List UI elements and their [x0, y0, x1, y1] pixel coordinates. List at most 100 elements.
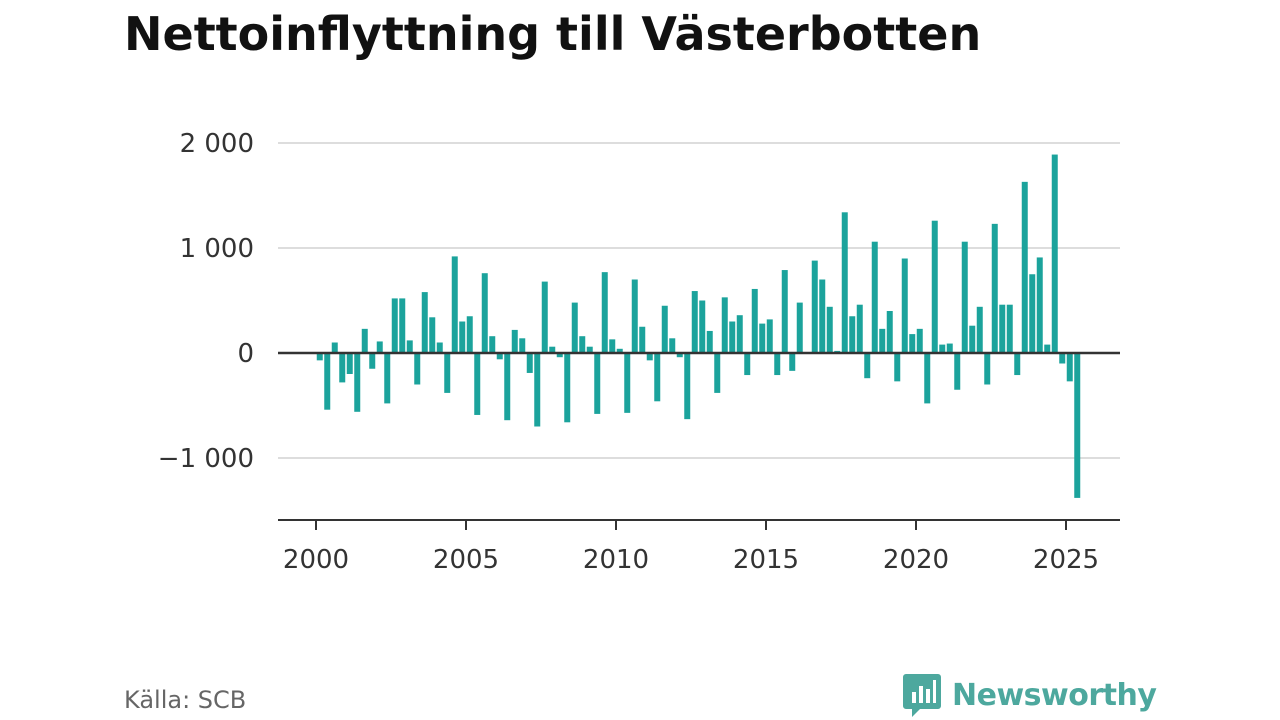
bar	[556, 353, 563, 358]
brand-logo: Newsworthy	[902, 670, 1157, 720]
bar	[879, 328, 886, 353]
bar	[511, 329, 518, 353]
bars	[316, 154, 1081, 498]
bar	[811, 260, 818, 353]
bar	[954, 353, 961, 390]
bar	[391, 298, 398, 353]
bar	[984, 353, 991, 385]
bar	[939, 344, 946, 353]
bar	[774, 353, 781, 376]
bar	[571, 302, 578, 353]
newsworthy-logo-icon	[903, 674, 941, 717]
bar	[736, 315, 743, 353]
bar	[856, 304, 863, 353]
bar	[661, 305, 668, 353]
gridlines	[278, 142, 1120, 459]
axes	[278, 351, 1120, 530]
bar	[496, 353, 503, 360]
bar	[624, 353, 631, 413]
x-tick-label: 2025	[1033, 545, 1099, 575]
bar	[339, 353, 346, 383]
bar	[946, 343, 953, 353]
bar	[331, 342, 338, 353]
bar	[1036, 257, 1043, 353]
bar	[886, 311, 893, 353]
bar	[421, 292, 428, 353]
bar	[369, 353, 376, 369]
bar	[976, 306, 983, 353]
bar	[436, 342, 443, 353]
bar	[751, 288, 758, 353]
bar	[541, 281, 548, 353]
bar	[924, 353, 931, 404]
bar	[699, 300, 706, 353]
bar	[466, 316, 473, 353]
bar	[579, 336, 586, 353]
bar	[594, 353, 601, 414]
bar	[1021, 181, 1028, 353]
bar	[744, 353, 751, 376]
x-tick-label: 2000	[283, 545, 349, 575]
y-tick-label: 2 000	[180, 129, 254, 159]
bar	[909, 334, 916, 353]
bar	[721, 297, 728, 353]
bar	[519, 338, 526, 353]
bar	[316, 353, 323, 361]
bar	[729, 321, 736, 353]
bar	[781, 270, 788, 353]
bar	[894, 353, 901, 382]
bar	[999, 304, 1006, 353]
bar	[489, 336, 496, 353]
bar	[354, 353, 361, 412]
bar	[1029, 274, 1036, 353]
bar	[669, 338, 676, 353]
bar	[451, 256, 458, 353]
bar	[796, 302, 803, 353]
bar	[564, 353, 571, 423]
bar	[474, 353, 481, 415]
bar	[864, 353, 871, 379]
bar	[504, 353, 511, 421]
bar	[691, 291, 698, 353]
bar	[1059, 353, 1066, 364]
x-tick-label: 2020	[883, 545, 949, 575]
bar	[1014, 353, 1021, 376]
bar	[601, 272, 608, 353]
bar	[361, 328, 368, 353]
bar	[1074, 353, 1081, 498]
bar	[646, 353, 653, 361]
bar	[654, 353, 661, 402]
x-axis-labels: 2000 2005 2010 2015 2020 2025	[283, 545, 1099, 575]
x-tick-label: 2005	[433, 545, 499, 575]
bar	[871, 241, 878, 353]
bar	[901, 258, 908, 353]
bar	[406, 340, 413, 353]
x-tick-label: 2010	[583, 545, 649, 575]
chart-title: Nettoinflyttning till Västerbotten	[124, 7, 982, 61]
bar	[841, 212, 848, 353]
bar	[639, 326, 646, 353]
y-tick-label: 0	[237, 339, 254, 369]
bar	[586, 346, 593, 353]
bar	[759, 323, 766, 353]
bar	[826, 306, 833, 353]
y-axis-labels: −1 000 0 1 000 2 000	[158, 129, 254, 474]
bar	[414, 353, 421, 385]
y-tick-label: −1 000	[158, 444, 254, 474]
bar	[376, 341, 383, 353]
bar	[526, 353, 533, 373]
bar	[459, 321, 466, 353]
bar	[399, 298, 406, 353]
bar	[384, 353, 391, 404]
bar	[1006, 304, 1013, 353]
y-tick-label: 1 000	[180, 234, 254, 264]
bar	[931, 220, 938, 353]
bar	[549, 346, 556, 353]
bar	[616, 348, 623, 353]
bar	[1066, 353, 1073, 382]
source-note: Källa: SCB	[124, 686, 247, 714]
bar	[324, 353, 331, 410]
bar	[676, 353, 683, 358]
